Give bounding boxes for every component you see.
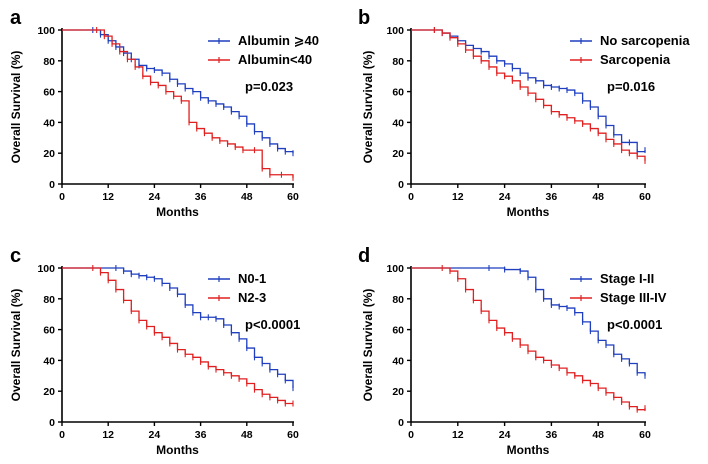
x-tick-label: 24 (149, 191, 161, 203)
x-tick-label: 48 (592, 429, 604, 441)
x-tick-label: 12 (102, 191, 114, 203)
x-tick-label: 0 (59, 429, 65, 441)
legend-label: Stage III-IV (600, 290, 667, 305)
y-axis-title: Overall Survival (%) (9, 51, 23, 164)
x-axis-title: Months (507, 443, 550, 457)
y-tick-label: 80 (43, 56, 55, 68)
x-tick-label: 36 (546, 191, 558, 203)
x-tick-label: 48 (592, 191, 604, 203)
y-tick-label: 80 (43, 294, 55, 306)
p-value: p<0.0001 (607, 317, 662, 332)
y-tick-label: 20 (43, 386, 55, 398)
x-tick-label: 48 (241, 429, 253, 441)
x-axis-title: Months (156, 443, 199, 457)
panel-label: c (10, 245, 21, 267)
survival-curve-red (411, 29, 646, 161)
y-tick-label: 40 (392, 355, 404, 367)
p-value: p=0.023 (245, 79, 293, 94)
p-value: p=0.016 (607, 79, 655, 94)
y-axis-title: Overall Survival (%) (361, 51, 375, 164)
legend-label: Albumin ⩾40 (238, 33, 319, 48)
legend-label: Albumin<40 (238, 52, 312, 67)
y-tick-label: 0 (49, 417, 55, 429)
x-tick-label: 60 (639, 429, 651, 441)
y-tick-label: 60 (43, 87, 55, 99)
x-tick-label: 0 (408, 429, 414, 441)
y-tick-label: 60 (392, 87, 404, 99)
panel-label: b (358, 7, 370, 29)
x-tick-label: 36 (195, 429, 207, 441)
legend-label: Stage I-II (600, 271, 654, 286)
panel-a: a 0 20 40 60 80 100 0 12 24 36 48 60 Months Overall Su… (9, 7, 319, 219)
y-tick-label: 20 (392, 148, 404, 160)
survival-curve-red (62, 29, 294, 178)
x-tick-label: 24 (499, 191, 511, 203)
x-axis-title: Months (507, 205, 550, 219)
y-tick-label: 40 (43, 355, 55, 367)
y-axis-title: Overall Survival (%) (9, 289, 23, 402)
x-tick-label: 12 (452, 429, 464, 441)
p-value: p<0.0001 (245, 317, 300, 332)
x-tick-label: 60 (287, 191, 299, 203)
y-axis-title: Overall Survival (%) (361, 289, 375, 402)
panel-label: a (10, 7, 22, 29)
x-tick-label: 60 (287, 429, 299, 441)
x-tick-label: 12 (102, 429, 114, 441)
legend-label: No sarcopenia (600, 33, 690, 48)
y-tick-label: 100 (386, 25, 404, 37)
y-tick-label: 20 (392, 386, 404, 398)
survival-curve-red (62, 267, 293, 405)
x-tick-label: 36 (195, 191, 207, 203)
panel-b: b 0 20 40 60 80 100 0 12 24 36 48 60 Months Overall Su… (358, 7, 690, 219)
x-tick-label: 24 (499, 429, 511, 441)
y-tick-label: 0 (49, 179, 55, 191)
y-tick-label: 100 (386, 263, 404, 275)
legend-label: Sarcopenia (600, 52, 671, 67)
y-tick-label: 0 (398, 417, 404, 429)
y-tick-label: 40 (392, 117, 404, 129)
y-tick-label: 40 (43, 117, 55, 129)
panel-label: d (358, 245, 370, 267)
y-tick-label: 80 (392, 294, 404, 306)
x-tick-label: 0 (408, 191, 414, 203)
y-tick-label: 0 (398, 179, 404, 191)
x-tick-label: 12 (452, 191, 464, 203)
panel-d: d 0 20 40 60 80 100 0 12 24 36 48 60 Months Overall Su… (358, 245, 667, 457)
legend-label: N2-3 (238, 290, 266, 305)
y-tick-label: 60 (392, 325, 404, 337)
y-tick-label: 100 (37, 25, 55, 37)
x-axis-title: Months (156, 205, 199, 219)
x-tick-label: 60 (639, 191, 651, 203)
y-tick-label: 60 (43, 325, 55, 337)
legend-label: N0-1 (238, 271, 266, 286)
y-tick-label: 100 (37, 263, 55, 275)
x-tick-label: 48 (241, 191, 253, 203)
x-tick-label: 36 (546, 429, 558, 441)
x-tick-label: 24 (149, 429, 161, 441)
y-tick-label: 80 (392, 56, 404, 68)
panel-c: c 0 20 40 60 80 100 0 12 24 36 48 60 Months Overall Su… (9, 245, 300, 457)
x-tick-label: 0 (59, 191, 65, 203)
y-tick-label: 20 (43, 148, 55, 160)
